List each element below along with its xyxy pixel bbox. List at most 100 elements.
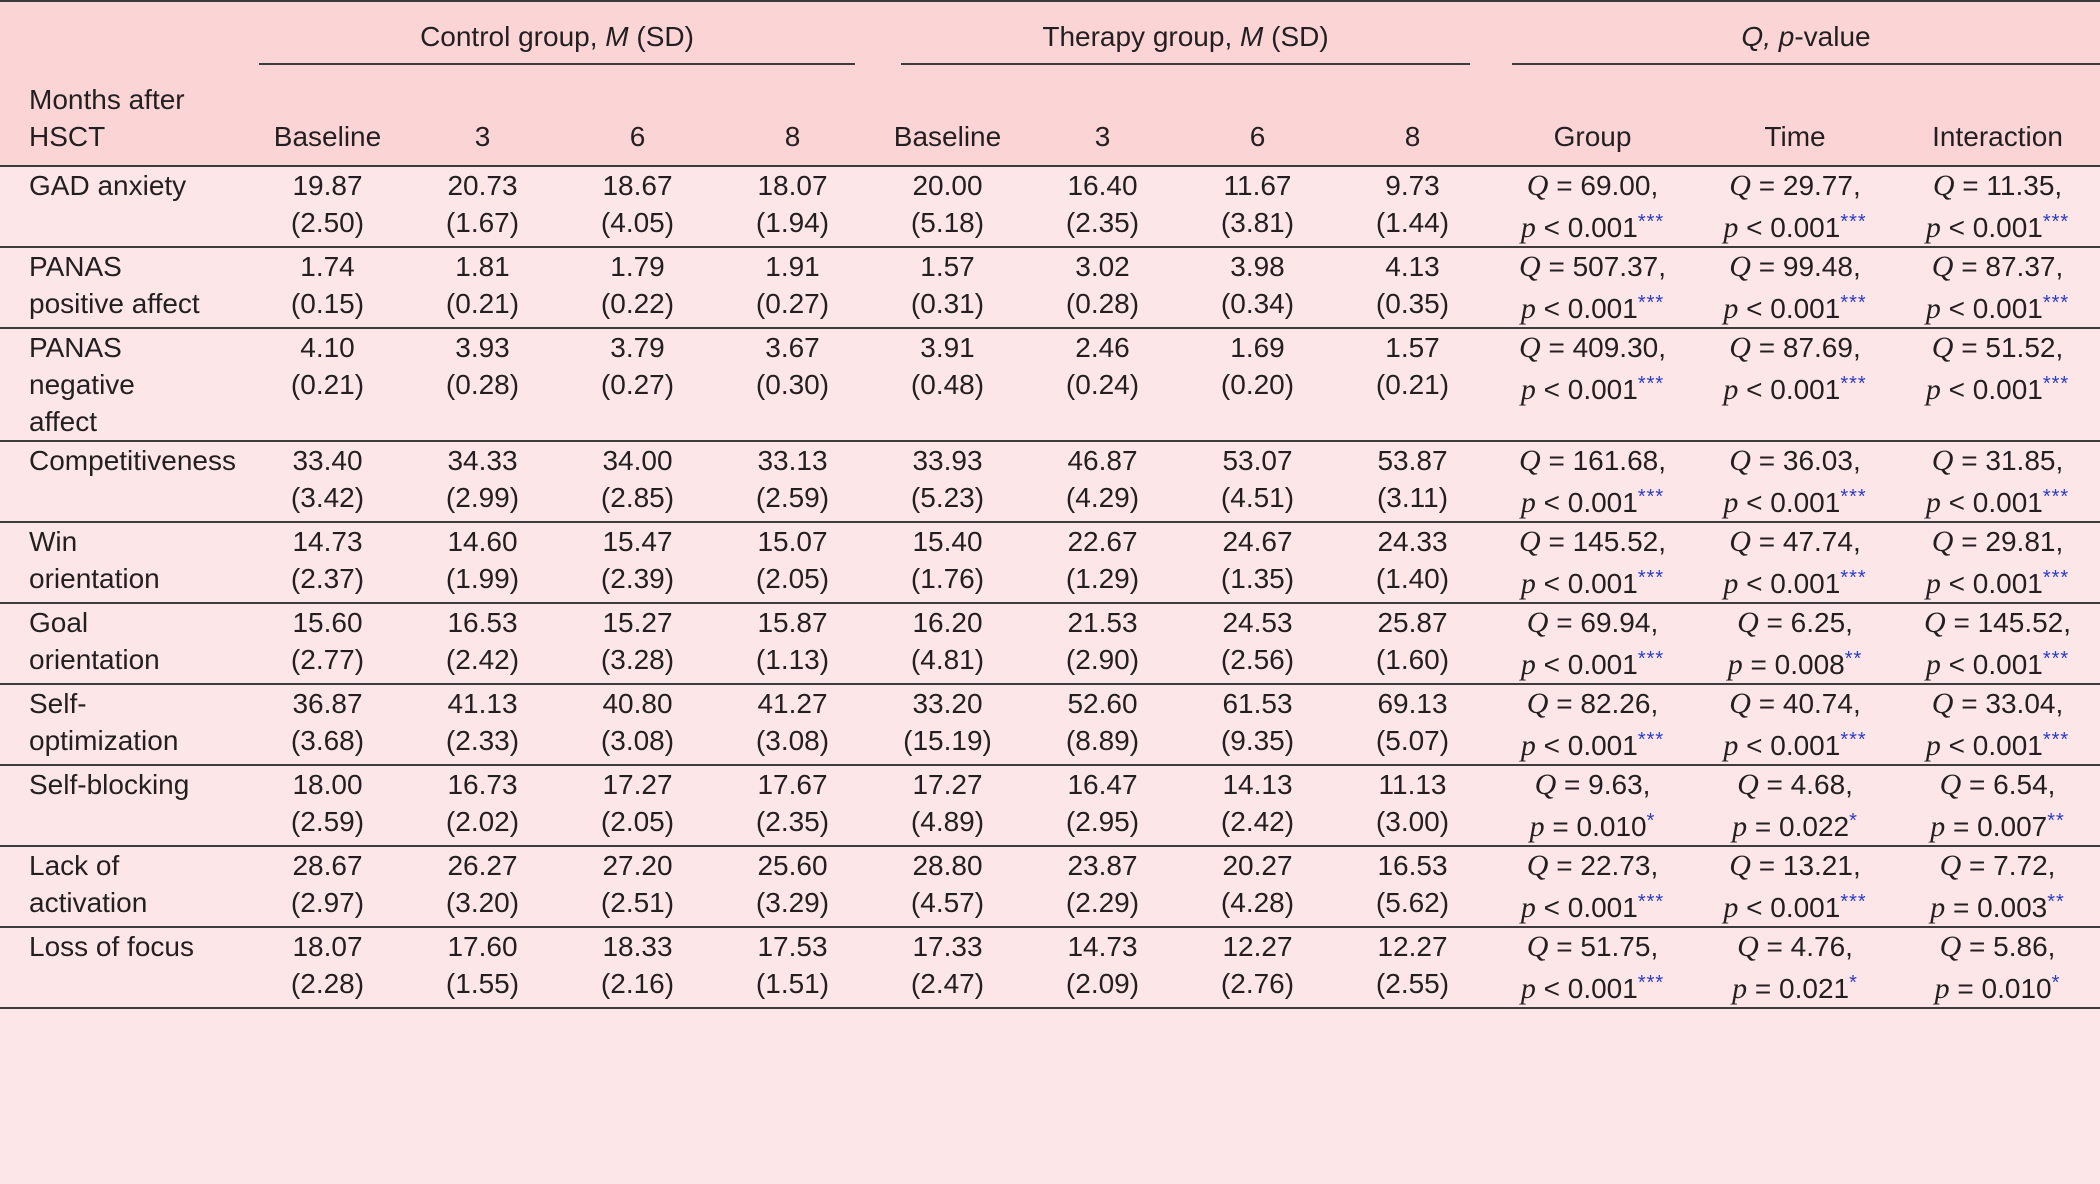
sd-value: (2.39) — [600, 563, 675, 594]
sub-header-therapy-3: 3 — [1094, 121, 1111, 152]
mean-value: 1.81 — [455, 251, 510, 282]
mean-value: 41.13 — [447, 688, 518, 719]
p-value: 0.001 — [1567, 649, 1638, 680]
table-row: Self-blocking 18.00 (2.59) 16.73 (2.02) 17.27… — [0, 765, 2100, 846]
q-value: 145.52, — [1572, 526, 1667, 557]
mean-sd-cell: 34.00 (2.85) — [560, 441, 715, 522]
q-line: Q = 51.75, — [1526, 930, 1659, 963]
sd-value: (0.21) — [445, 288, 520, 319]
row-label-line: affect — [29, 406, 97, 437]
group-header-suffix: (SD) — [1263, 21, 1329, 52]
q-value: 40.74, — [1782, 688, 1861, 719]
row-label-line: orientation — [29, 563, 160, 594]
p-line: p = 0.007** — [1895, 803, 2100, 845]
mean-value: 11.67 — [1223, 170, 1292, 201]
q-p-cell: Q = 9.63, p = 0.010* — [1490, 765, 1695, 846]
q-p-cell: Q = 99.48, p < 0.001*** — [1695, 247, 1895, 328]
mean-sd-cell: 3.91 (0.48) — [870, 328, 1025, 441]
p-value: 0.001 — [1972, 212, 2043, 243]
mean-value: 15.47 — [602, 526, 673, 557]
mean-sd-cell: 53.87 (3.11) — [1335, 441, 1490, 522]
sd-value: (3.28) — [600, 644, 675, 675]
q-value: 31.85, — [1985, 445, 2064, 476]
sub-header-interaction: Interaction — [1932, 121, 2063, 152]
row-label: Win orientation — [0, 522, 250, 603]
p-value: 0.003 — [1977, 892, 2048, 923]
q-value: 11.35, — [1986, 170, 2063, 201]
mean-sd-cell: 22.67 (1.29) — [1025, 522, 1180, 603]
p-value: 0.021 — [1779, 973, 1850, 1004]
p-value: 0.001 — [1972, 568, 2043, 599]
mean-sd-cell: 17.33 (2.47) — [870, 927, 1025, 1008]
q-value: 7.72, — [1993, 850, 2056, 881]
sd-value: (3.29) — [755, 887, 830, 918]
p-symbol: p — [1925, 373, 1941, 406]
p-line: p < 0.001*** — [1490, 560, 1695, 602]
row-label: PANAS positive affect — [0, 247, 250, 328]
mean-sd-cell: 14.60 (1.99) — [405, 522, 560, 603]
mean-value: 34.00 — [602, 445, 673, 476]
q-line: Q = 9.63, — [1534, 768, 1651, 801]
significance-marker: ** — [2047, 891, 2065, 913]
mean-value: 16.53 — [1377, 850, 1448, 881]
mean-sd-cell: 16.20 (4.81) — [870, 603, 1025, 684]
mean-value: 17.33 — [912, 931, 983, 962]
significance-marker: *** — [2042, 292, 2070, 314]
mean-value: 61.53 — [1222, 688, 1293, 719]
sd-value: (4.28) — [1220, 887, 1295, 918]
row-label-line: Win — [29, 526, 78, 557]
sd-value: (0.27) — [755, 288, 830, 319]
p-symbol: p — [1930, 891, 1946, 924]
p-line: p < 0.001*** — [1490, 285, 1695, 327]
mean-sd-cell: 41.27 (3.08) — [715, 684, 870, 765]
sd-value: (2.51) — [600, 887, 675, 918]
sd-value: (0.21) — [290, 369, 365, 400]
p-line: p < 0.001*** — [1490, 884, 1695, 926]
mean-value: 15.87 — [757, 607, 828, 638]
q-value: 47.74, — [1782, 526, 1861, 557]
mean-sd-cell: 69.13 (5.07) — [1335, 684, 1490, 765]
significance-marker: *** — [1840, 211, 1867, 233]
q-symbol: Q — [1729, 525, 1751, 558]
mean-value: 34.33 — [447, 445, 518, 476]
mean-value: 16.53 — [447, 607, 518, 638]
mean-value: 18.07 — [757, 170, 828, 201]
sd-value: (0.35) — [1375, 288, 1450, 319]
mean-sd-cell: 16.53 (2.42) — [405, 603, 560, 684]
p-symbol: p — [1723, 486, 1739, 519]
p-relation: < — [1746, 730, 1763, 761]
table-row: PANAS negative affect 4.10 (0.21) 3.93 (0.28) 3… — [0, 328, 2100, 441]
sub-header-row: Months after HSCT Baseline 3 6 8 Baselin… — [0, 66, 2100, 166]
row-label-line: optimization — [29, 725, 179, 756]
mean-sd-cell: 27.20 (2.51) — [560, 846, 715, 927]
q-p-cell: Q = 31.85, p < 0.001*** — [1895, 441, 2100, 522]
p-value: 0.001 — [1972, 649, 2043, 680]
sd-value: (2.97) — [290, 887, 365, 918]
sd-value: (2.59) — [290, 806, 365, 837]
sub-header-therapy-6: 6 — [1249, 121, 1266, 152]
significance-marker: *** — [2042, 729, 2070, 751]
q-line: Q = 29.77, — [1729, 169, 1861, 202]
mean-sd-cell: 12.27 (2.55) — [1335, 927, 1490, 1008]
mean-sd-cell: 24.33 (1.40) — [1335, 522, 1490, 603]
mean-value: 12.27 — [1377, 931, 1448, 962]
mean-value: 19.87 — [292, 170, 363, 201]
p-relation: = — [1750, 649, 1767, 680]
mean-value: 15.27 — [602, 607, 673, 638]
p-line: p < 0.001*** — [1695, 366, 1895, 408]
p-line: p = 0.010* — [1490, 803, 1695, 845]
mean-sd-cell: 52.60 (8.89) — [1025, 684, 1180, 765]
p-relation: < — [1948, 487, 1965, 518]
sd-value: (1.51) — [755, 968, 830, 999]
q-value: 69.00, — [1580, 170, 1659, 201]
p-symbol: p — [1520, 292, 1536, 325]
sd-value: (4.05) — [600, 207, 675, 238]
mean-value: 3.91 — [920, 332, 975, 363]
q-value: 22.73, — [1580, 850, 1659, 881]
sd-value: (1.40) — [1375, 563, 1450, 594]
table-body: GAD anxiety 19.87 (2.50) 20.73 (1.67) 18.67 (4… — [0, 166, 2100, 1008]
sd-value: (4.57) — [910, 887, 985, 918]
q-line: Q = 87.69, — [1729, 331, 1861, 364]
q-p-cell: Q = 29.81, p < 0.001*** — [1895, 522, 2100, 603]
mean-value: 20.73 — [447, 170, 518, 201]
